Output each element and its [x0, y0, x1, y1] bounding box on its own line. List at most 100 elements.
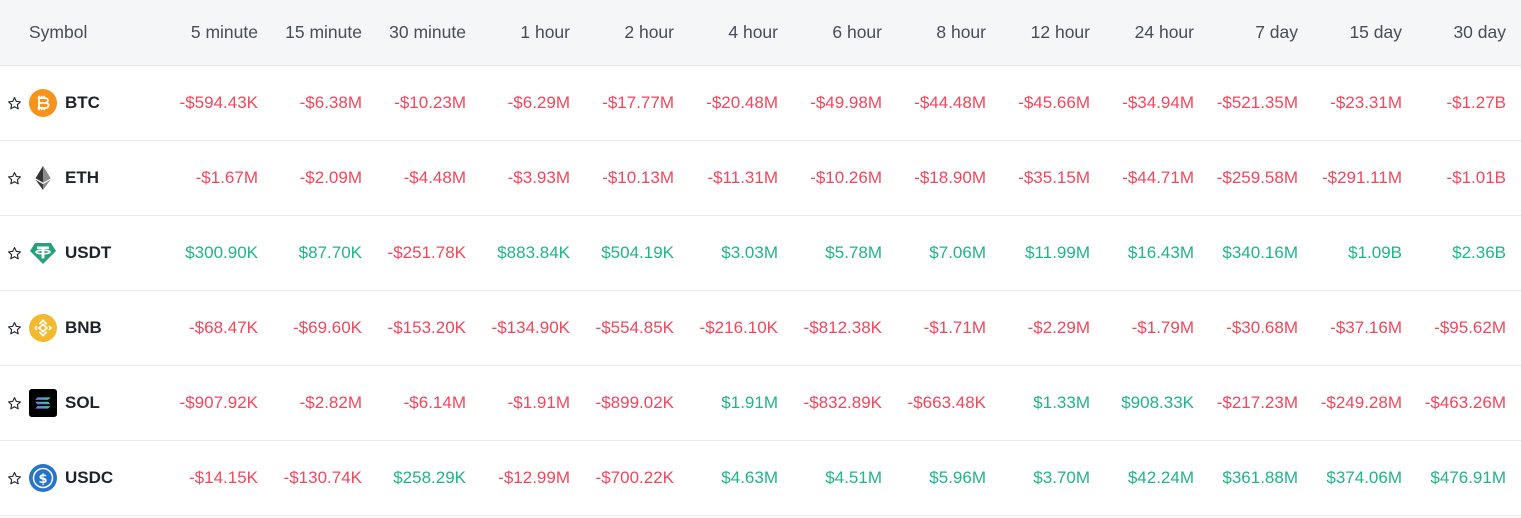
value-cell-12-hour: -$35.15M	[1018, 168, 1090, 187]
value-cell-30-minute: -$6.14M	[403, 393, 466, 412]
value-cell-15-minute: -$130.74K	[283, 468, 362, 487]
column-header-12-hour[interactable]: 12 hour	[1030, 22, 1090, 42]
symbol-cell: $ USDC	[5, 441, 113, 515]
table-row[interactable]: SOL -$907.92K -$2.82M -$6.14M -$1.91M -$899.0…	[0, 366, 1521, 441]
symbol-name: BTC	[65, 93, 100, 112]
value-cell-30-day: -$1.01B	[1446, 168, 1506, 187]
star-icon[interactable]	[5, 319, 23, 337]
value-cell-2-hour: -$700.22K	[595, 468, 674, 487]
value-cell-7-day: -$521.35M	[1216, 93, 1298, 112]
table-row[interactable]: $ USDC -$14.15K -$130.74K $258.29K -$12.99M -$…	[0, 441, 1521, 516]
value-cell-4-hour: $4.63M	[721, 468, 778, 487]
value-cell-7-day: -$217.23M	[1216, 393, 1298, 412]
column-header-8-hour[interactable]: 8 hour	[936, 22, 986, 42]
symbol-name: USDT	[65, 243, 112, 262]
value-cell-1-hour: -$12.99M	[498, 468, 570, 487]
value-cell-15-day: -$291.11M	[1321, 168, 1402, 187]
value-cell-12-hour: $1.33M	[1033, 393, 1090, 412]
value-cell-8-hour: $7.06M	[929, 243, 986, 262]
value-cell-30-day: -$1.27B	[1446, 93, 1506, 112]
column-header-30-day[interactable]: 30 day	[1453, 22, 1506, 42]
symbol-cell: USDT	[5, 216, 111, 290]
value-cell-24-hour: -$34.94M	[1122, 93, 1194, 112]
column-header-symbol[interactable]: Symbol	[29, 22, 88, 42]
value-cell-8-hour: -$18.90M	[914, 168, 986, 187]
table-row[interactable]: BTC -$594.43K -$6.38M -$10.23M -$6.29M -$17.7…	[0, 66, 1521, 141]
value-cell-8-hour: -$44.48M	[914, 93, 986, 112]
column-header-15-day[interactable]: 15 day	[1349, 22, 1402, 42]
value-cell-5-minute: -$594.43K	[179, 93, 258, 112]
star-icon[interactable]	[5, 169, 23, 187]
column-header-2-hour[interactable]: 2 hour	[624, 22, 674, 42]
value-cell-30-minute: -$4.48M	[403, 168, 466, 187]
value-cell-30-day: -$95.62M	[1434, 318, 1506, 337]
value-cell-24-hour: -$44.71M	[1122, 168, 1194, 187]
value-cell-2-hour: -$17.77M	[602, 93, 674, 112]
value-cell-5-minute: $300.90K	[185, 243, 258, 262]
symbol-name: BNB	[65, 318, 102, 337]
symbol-cell: BTC	[5, 66, 100, 140]
value-cell-7-day: $361.88M	[1222, 468, 1298, 487]
value-cell-1-hour: $883.84K	[497, 243, 570, 262]
star-icon[interactable]	[5, 244, 23, 262]
value-cell-1-hour: -$6.29M	[507, 93, 570, 112]
value-cell-4-hour: $3.03M	[721, 243, 778, 262]
value-cell-24-hour: $908.33K	[1121, 393, 1194, 412]
value-cell-30-minute: -$153.20K	[387, 318, 466, 337]
value-cell-6-hour: -$10.26M	[810, 168, 882, 187]
value-cell-15-minute: -$2.09M	[299, 168, 362, 187]
value-cell-15-day: $374.06M	[1326, 468, 1402, 487]
star-icon[interactable]	[5, 94, 23, 112]
value-cell-4-hour: -$216.10K	[699, 318, 778, 337]
value-cell-15-minute: -$2.82M	[299, 393, 362, 412]
bnb-icon	[29, 314, 57, 342]
column-header-6-hour[interactable]: 6 hour	[832, 22, 882, 42]
value-cell-12-hour: $3.70M	[1033, 468, 1090, 487]
star-icon[interactable]	[5, 394, 23, 412]
column-header-7-day[interactable]: 7 day	[1255, 22, 1298, 42]
symbol-name: SOL	[65, 393, 100, 412]
value-cell-4-hour: -$11.31M	[707, 168, 778, 187]
value-cell-6-hour: -$49.98M	[810, 93, 882, 112]
value-cell-8-hour: -$663.48K	[907, 393, 986, 412]
column-header-1-hour[interactable]: 1 hour	[520, 22, 570, 42]
value-cell-6-hour: -$812.38K	[803, 318, 882, 337]
value-cell-1-hour: -$3.93M	[507, 168, 570, 187]
value-cell-12-hour: -$45.66M	[1018, 93, 1090, 112]
value-cell-4-hour: -$20.48M	[706, 93, 778, 112]
column-header-4-hour[interactable]: 4 hour	[728, 22, 778, 42]
value-cell-30-minute: -$10.23M	[394, 93, 466, 112]
value-cell-12-hour: $11.99M	[1025, 243, 1090, 262]
column-header-30-minute[interactable]: 30 minute	[389, 22, 466, 42]
column-header-5-minute[interactable]: 5 minute	[190, 22, 258, 42]
value-cell-1-hour: -$1.91M	[507, 393, 570, 412]
table-row[interactable]: BNB -$68.47K -$69.60K -$153.20K -$134.90K -$5…	[0, 291, 1521, 366]
value-cell-7-day: $340.16M	[1222, 243, 1298, 262]
value-cell-5-minute: -$1.67M	[195, 168, 258, 187]
value-cell-4-hour: $1.91M	[721, 393, 778, 412]
value-cell-15-day: -$37.16M	[1330, 318, 1402, 337]
value-cell-24-hour: $42.24M	[1127, 468, 1194, 487]
value-cell-30-day: -$463.26M	[1424, 393, 1506, 412]
column-header-24-hour[interactable]: 24 hour	[1134, 22, 1194, 42]
column-header-15-minute[interactable]: 15 minute	[285, 22, 362, 42]
bitcoin-icon	[29, 89, 57, 117]
symbol-cell: ETH	[5, 141, 99, 215]
solana-icon	[29, 389, 57, 417]
value-cell-5-minute: -$907.92K	[179, 393, 258, 412]
symbol-name: USDC	[65, 468, 114, 487]
value-cell-24-hour: -$1.79M	[1131, 318, 1194, 337]
star-icon[interactable]	[5, 469, 23, 487]
table-row[interactable]: USDT $300.90K $87.70K -$251.78K $883.84K $504…	[0, 216, 1521, 291]
value-cell-6-hour: -$832.89K	[803, 393, 882, 412]
value-cell-15-day: -$23.31M	[1330, 93, 1402, 112]
table-row[interactable]: ETH -$1.67M -$2.09M -$4.48M -$3.93M -$10.13M -…	[0, 141, 1521, 216]
value-cell-7-day: -$259.58M	[1216, 168, 1298, 187]
value-cell-1-hour: -$134.90K	[491, 318, 570, 337]
value-cell-15-minute: -$6.38M	[299, 93, 362, 112]
symbol-name: ETH	[65, 168, 99, 187]
value-cell-15-day: $1.09B	[1348, 243, 1402, 262]
value-cell-2-hour: -$554.85K	[595, 318, 674, 337]
value-cell-2-hour: $504.19K	[601, 243, 674, 262]
